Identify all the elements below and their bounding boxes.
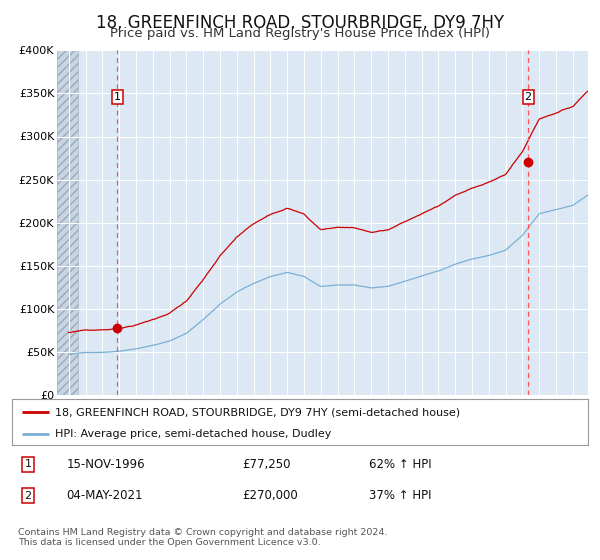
Text: 1: 1 xyxy=(25,459,32,469)
Text: £270,000: £270,000 xyxy=(242,489,298,502)
Text: 37% ↑ HPI: 37% ↑ HPI xyxy=(369,489,431,502)
Text: Price paid vs. HM Land Registry's House Price Index (HPI): Price paid vs. HM Land Registry's House … xyxy=(110,27,490,40)
Text: HPI: Average price, semi-detached house, Dudley: HPI: Average price, semi-detached house,… xyxy=(55,429,332,438)
Text: 2: 2 xyxy=(25,491,32,501)
Text: 18, GREENFINCH ROAD, STOURBRIDGE, DY9 7HY: 18, GREENFINCH ROAD, STOURBRIDGE, DY9 7H… xyxy=(96,14,504,32)
Text: 18, GREENFINCH ROAD, STOURBRIDGE, DY9 7HY (semi-detached house): 18, GREENFINCH ROAD, STOURBRIDGE, DY9 7H… xyxy=(55,407,460,417)
Text: 04-MAY-2021: 04-MAY-2021 xyxy=(67,489,143,502)
Text: 2: 2 xyxy=(524,92,532,102)
Text: 1: 1 xyxy=(113,92,121,102)
Text: 62% ↑ HPI: 62% ↑ HPI xyxy=(369,458,432,471)
Text: 15-NOV-1996: 15-NOV-1996 xyxy=(67,458,145,471)
Text: £77,250: £77,250 xyxy=(242,458,291,471)
Text: Contains HM Land Registry data © Crown copyright and database right 2024.
This d: Contains HM Land Registry data © Crown c… xyxy=(18,528,388,547)
